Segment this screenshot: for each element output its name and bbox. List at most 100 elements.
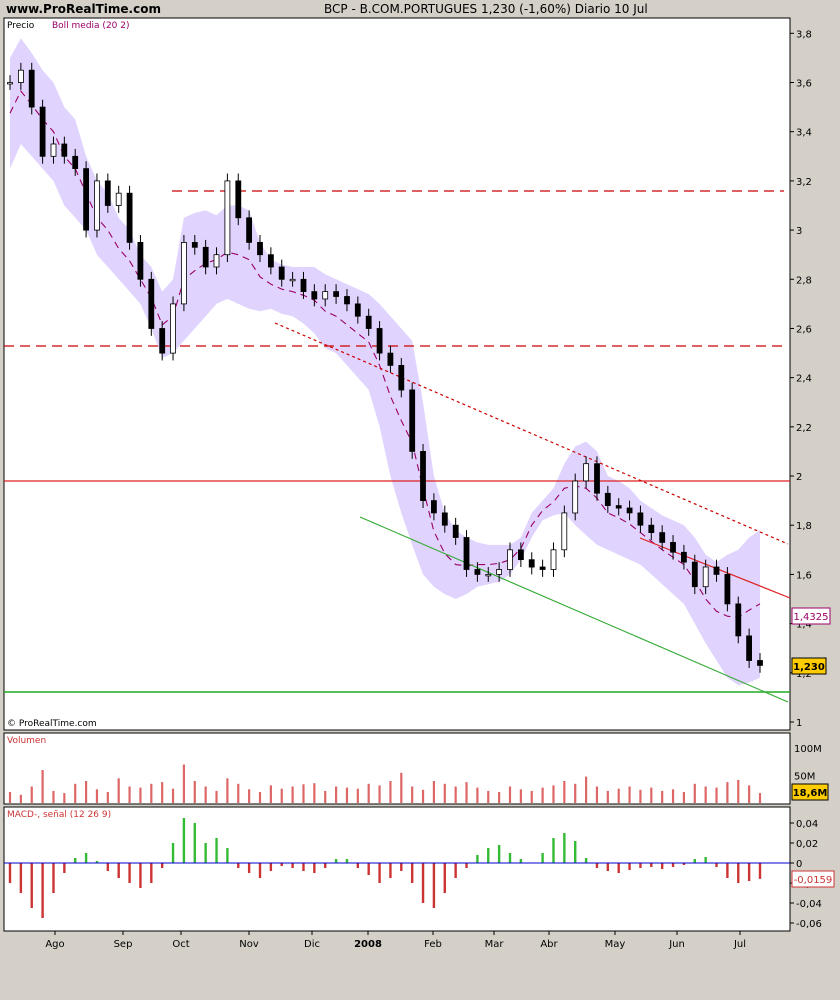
candle [148, 278, 155, 329]
bollinger-last-box [791, 607, 831, 625]
volume-last-value: 18,6M [793, 788, 828, 799]
candle [626, 507, 633, 514]
macd-panel [3, 806, 791, 932]
macd-histogram [8, 818, 762, 918]
chart-title: BCP - B.COM.PORTUGUES 1,230 (-1,60%) Dia… [324, 2, 648, 16]
price-tick-label: 3,4 [796, 128, 812, 139]
candle [257, 241, 263, 256]
date-tick-label: Ago [45, 939, 64, 950]
candle [713, 566, 720, 575]
candle [61, 143, 68, 157]
candle [7, 82, 13, 85]
date-tick-label: Oct [172, 939, 189, 950]
date-tick-label: 2008 [354, 939, 382, 950]
candle [420, 450, 426, 501]
price-last-box [791, 657, 827, 675]
candle [72, 155, 79, 170]
candle [528, 559, 535, 568]
candle [180, 241, 187, 305]
candle [604, 492, 611, 506]
candle [637, 512, 644, 526]
candle [159, 328, 166, 354]
macd-label: MACD-, señal (12 26 9) [7, 810, 111, 820]
price-label: Precio [7, 21, 35, 31]
price-tick-label: 3,2 [796, 177, 812, 188]
macd-tick-label: -0,04 [796, 899, 822, 910]
candle [507, 549, 513, 570]
candle [278, 266, 285, 280]
volume-label: Volumen [7, 736, 46, 746]
candle [452, 524, 459, 538]
candle [137, 241, 144, 280]
candle [615, 505, 622, 509]
candle [757, 660, 763, 666]
volume-panel [3, 732, 791, 805]
candle [583, 463, 589, 482]
date-tick-label: Sep [114, 939, 133, 950]
candle [746, 635, 752, 661]
macd-last-box [791, 870, 835, 888]
chart-header: www.ProRealTime.com BCP - B.COM.PORTUGUE… [0, 0, 840, 18]
price-tick-label: 1,6 [796, 570, 812, 581]
candle [659, 532, 666, 543]
candle [430, 500, 437, 514]
price-tick-label: 1 [796, 718, 802, 729]
volume-bars [8, 764, 762, 803]
candle [561, 512, 568, 551]
candle [311, 291, 318, 300]
candle [333, 291, 340, 297]
macd-tick-label: 0,02 [796, 839, 818, 850]
candle [213, 254, 220, 268]
candle [474, 569, 481, 575]
macd-tick-label: 0 [796, 859, 802, 870]
volume-axis: 100M 50M [794, 744, 822, 783]
candle [289, 278, 296, 282]
candle [115, 192, 122, 206]
candle [463, 537, 470, 570]
candle [170, 303, 176, 354]
date-tick-label: Feb [424, 939, 442, 950]
price-last-value: 1,230 [793, 662, 825, 673]
candle [550, 549, 557, 570]
candle [267, 254, 274, 268]
volume-last-box [791, 783, 829, 801]
candle [246, 217, 253, 243]
volume-tick-label: 50M [794, 772, 815, 783]
candle [735, 603, 742, 637]
bollinger-last-value: 1,4325 [794, 612, 829, 623]
price-tick-label: 2,8 [796, 275, 812, 286]
price-tick-label: 1,8 [796, 521, 812, 532]
candle [104, 180, 111, 206]
bollinger-label: Boll media (20 2) [52, 21, 130, 31]
candle [354, 303, 361, 317]
date-tick-label: Nov [239, 939, 259, 950]
candle [398, 364, 405, 391]
candle [496, 569, 503, 575]
date-tick-label: Jul [733, 939, 746, 950]
candle [126, 192, 133, 243]
price-tick-label: 1,4 [796, 620, 812, 631]
candle [702, 566, 709, 588]
candle [539, 566, 546, 570]
candle [518, 549, 524, 560]
date-tick-label: Mar [485, 939, 505, 950]
candle [691, 561, 698, 588]
price-tick-label: 3 [796, 226, 802, 237]
candle [724, 574, 731, 605]
trend-lines [4, 190, 791, 703]
date-tick-label: Dic [304, 939, 320, 950]
bollinger-band [9, 38, 761, 686]
candle [648, 524, 655, 534]
candle [50, 143, 57, 157]
price-axis: 3,83,63,43,232,82,62,42,221,81,61,41,21 [790, 29, 812, 729]
candle [485, 574, 492, 577]
candle [572, 480, 579, 514]
macd-tick-label: 0,04 [796, 819, 818, 830]
source-label: www.ProRealTime.com [6, 2, 161, 16]
candle [344, 296, 350, 305]
date-tick-label: May [605, 939, 626, 950]
candle [17, 69, 24, 83]
candle [28, 69, 35, 108]
candle [322, 291, 329, 300]
